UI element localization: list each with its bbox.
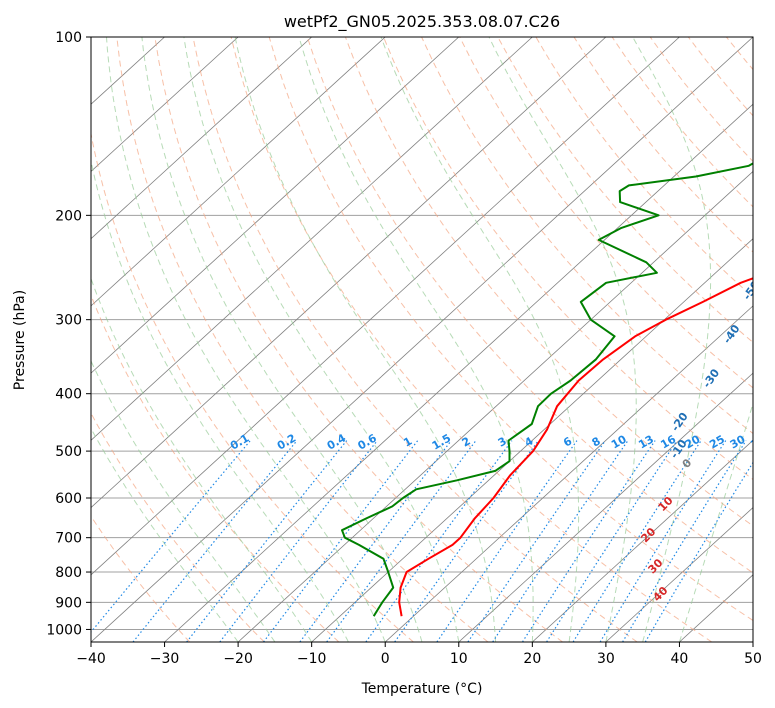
x-tick-label: −10: [297, 651, 327, 667]
y-tick-label: 600: [55, 491, 82, 507]
mixing-ratio-line: [132, 440, 298, 642]
isotherm-line: [458, 372, 753, 642]
isotherm-line: [91, 37, 460, 374]
dewpoint-line: [341, 162, 753, 617]
y-tick-label: 500: [55, 444, 82, 460]
x-tick-label: 30: [597, 651, 615, 667]
x-tick-label: 20: [523, 651, 541, 667]
dry-adiabat-line: [192, 37, 638, 642]
isotherm-line: [311, 238, 753, 642]
dry-adiabat-line: [344, 37, 753, 527]
dry-adiabat-line: [91, 131, 414, 642]
moist-adiabat-line: [91, 359, 276, 642]
moist-adiabat-line: [141, 37, 423, 642]
x-axis: −40 −30 −20 −10 0 10 20 30 40 50: [76, 642, 762, 667]
x-axis-label: Temperature (°C): [361, 681, 483, 697]
x-tick-label: 40: [671, 651, 689, 667]
dry-adiabat-line: [535, 37, 753, 298]
dry-adiabat-line: [268, 37, 753, 622]
plot-frame: [90, 36, 754, 643]
isotherm-line: [164, 103, 753, 642]
x-tick-label: −30: [150, 651, 180, 667]
moist-adiabat-line: [632, 37, 712, 642]
isotherm-line: [384, 305, 753, 642]
mixing-ratio-line: [467, 440, 606, 642]
isotherm-line: [91, 37, 533, 441]
dry-adiabat-line: [230, 37, 713, 642]
moist-adiabat-line: [678, 401, 753, 642]
mixing-ratio-line: [644, 461, 753, 642]
mixing-ratio-line: [599, 440, 727, 642]
y-tick-label: 300: [55, 313, 82, 329]
mixing-ratio-line: [521, 440, 656, 642]
profile-lines: [341, 162, 753, 617]
moist-adiabat-line: [298, 37, 534, 642]
isotherm-line: [237, 170, 753, 642]
y-tick-label: 1000: [46, 622, 82, 638]
y-tick-label: 900: [55, 595, 82, 611]
mixing-ratio-line: [326, 440, 477, 642]
mixing-ratio-line: [436, 440, 578, 642]
mixing-ratio-line: [546, 440, 678, 642]
y-tick-label: 700: [55, 531, 82, 547]
moist-adiabat-line: [91, 427, 239, 642]
isotherm-line: [91, 37, 239, 172]
x-tick-label: −20: [223, 651, 253, 667]
temperature-line: [398, 277, 753, 617]
chart-title: wetPf2_GN05.2025.353.08.07.C26: [284, 12, 560, 32]
moist-adiabat-line: [106, 37, 386, 642]
dry-adiabat-line: [154, 37, 563, 642]
mixing-ratio-line: [219, 440, 378, 642]
mixing-ratio-line: [572, 440, 702, 642]
moist-adiabat-line: [380, 37, 580, 642]
moist-adiabat-line: [91, 158, 349, 642]
dry-adiabat-line: [306, 37, 753, 574]
isotherm-line: [91, 37, 312, 240]
isotherm-line: [91, 37, 607, 509]
y-tick-label: 100: [55, 30, 82, 46]
mixing-ratio-label: 36: [748, 432, 768, 451]
y-axis-label: Pressure (hPa): [12, 290, 28, 390]
mixing-ratio-line: [492, 440, 629, 642]
x-tick-label: 50: [744, 651, 762, 667]
x-tick-label: −40: [76, 651, 106, 667]
mixing-ratio-line: [622, 440, 747, 642]
isotherm-line: [532, 439, 753, 642]
isotherm-line: [91, 37, 386, 307]
dry-adiabat-line: [91, 412, 265, 642]
y-axis: 1000 900 800 700 600 500 400 300 200 100: [46, 30, 91, 638]
mixing-ratio-line: [91, 440, 251, 633]
isotherm-line: [91, 37, 680, 576]
dry-adiabat-line: [116, 37, 489, 642]
dry-adiabat-line: [91, 515, 191, 642]
moist-adiabat-line: [183, 37, 460, 642]
x-tick-label: 0: [381, 651, 390, 667]
isotherm-line: [605, 507, 753, 642]
moist-adiabat-line: [91, 277, 313, 642]
y-tick-label: 200: [55, 208, 82, 224]
y-tick-label: 800: [55, 565, 82, 581]
y-tick-label: 400: [55, 387, 82, 403]
moist-adiabat-line: [234, 37, 497, 642]
x-tick-label: 10: [450, 651, 468, 667]
